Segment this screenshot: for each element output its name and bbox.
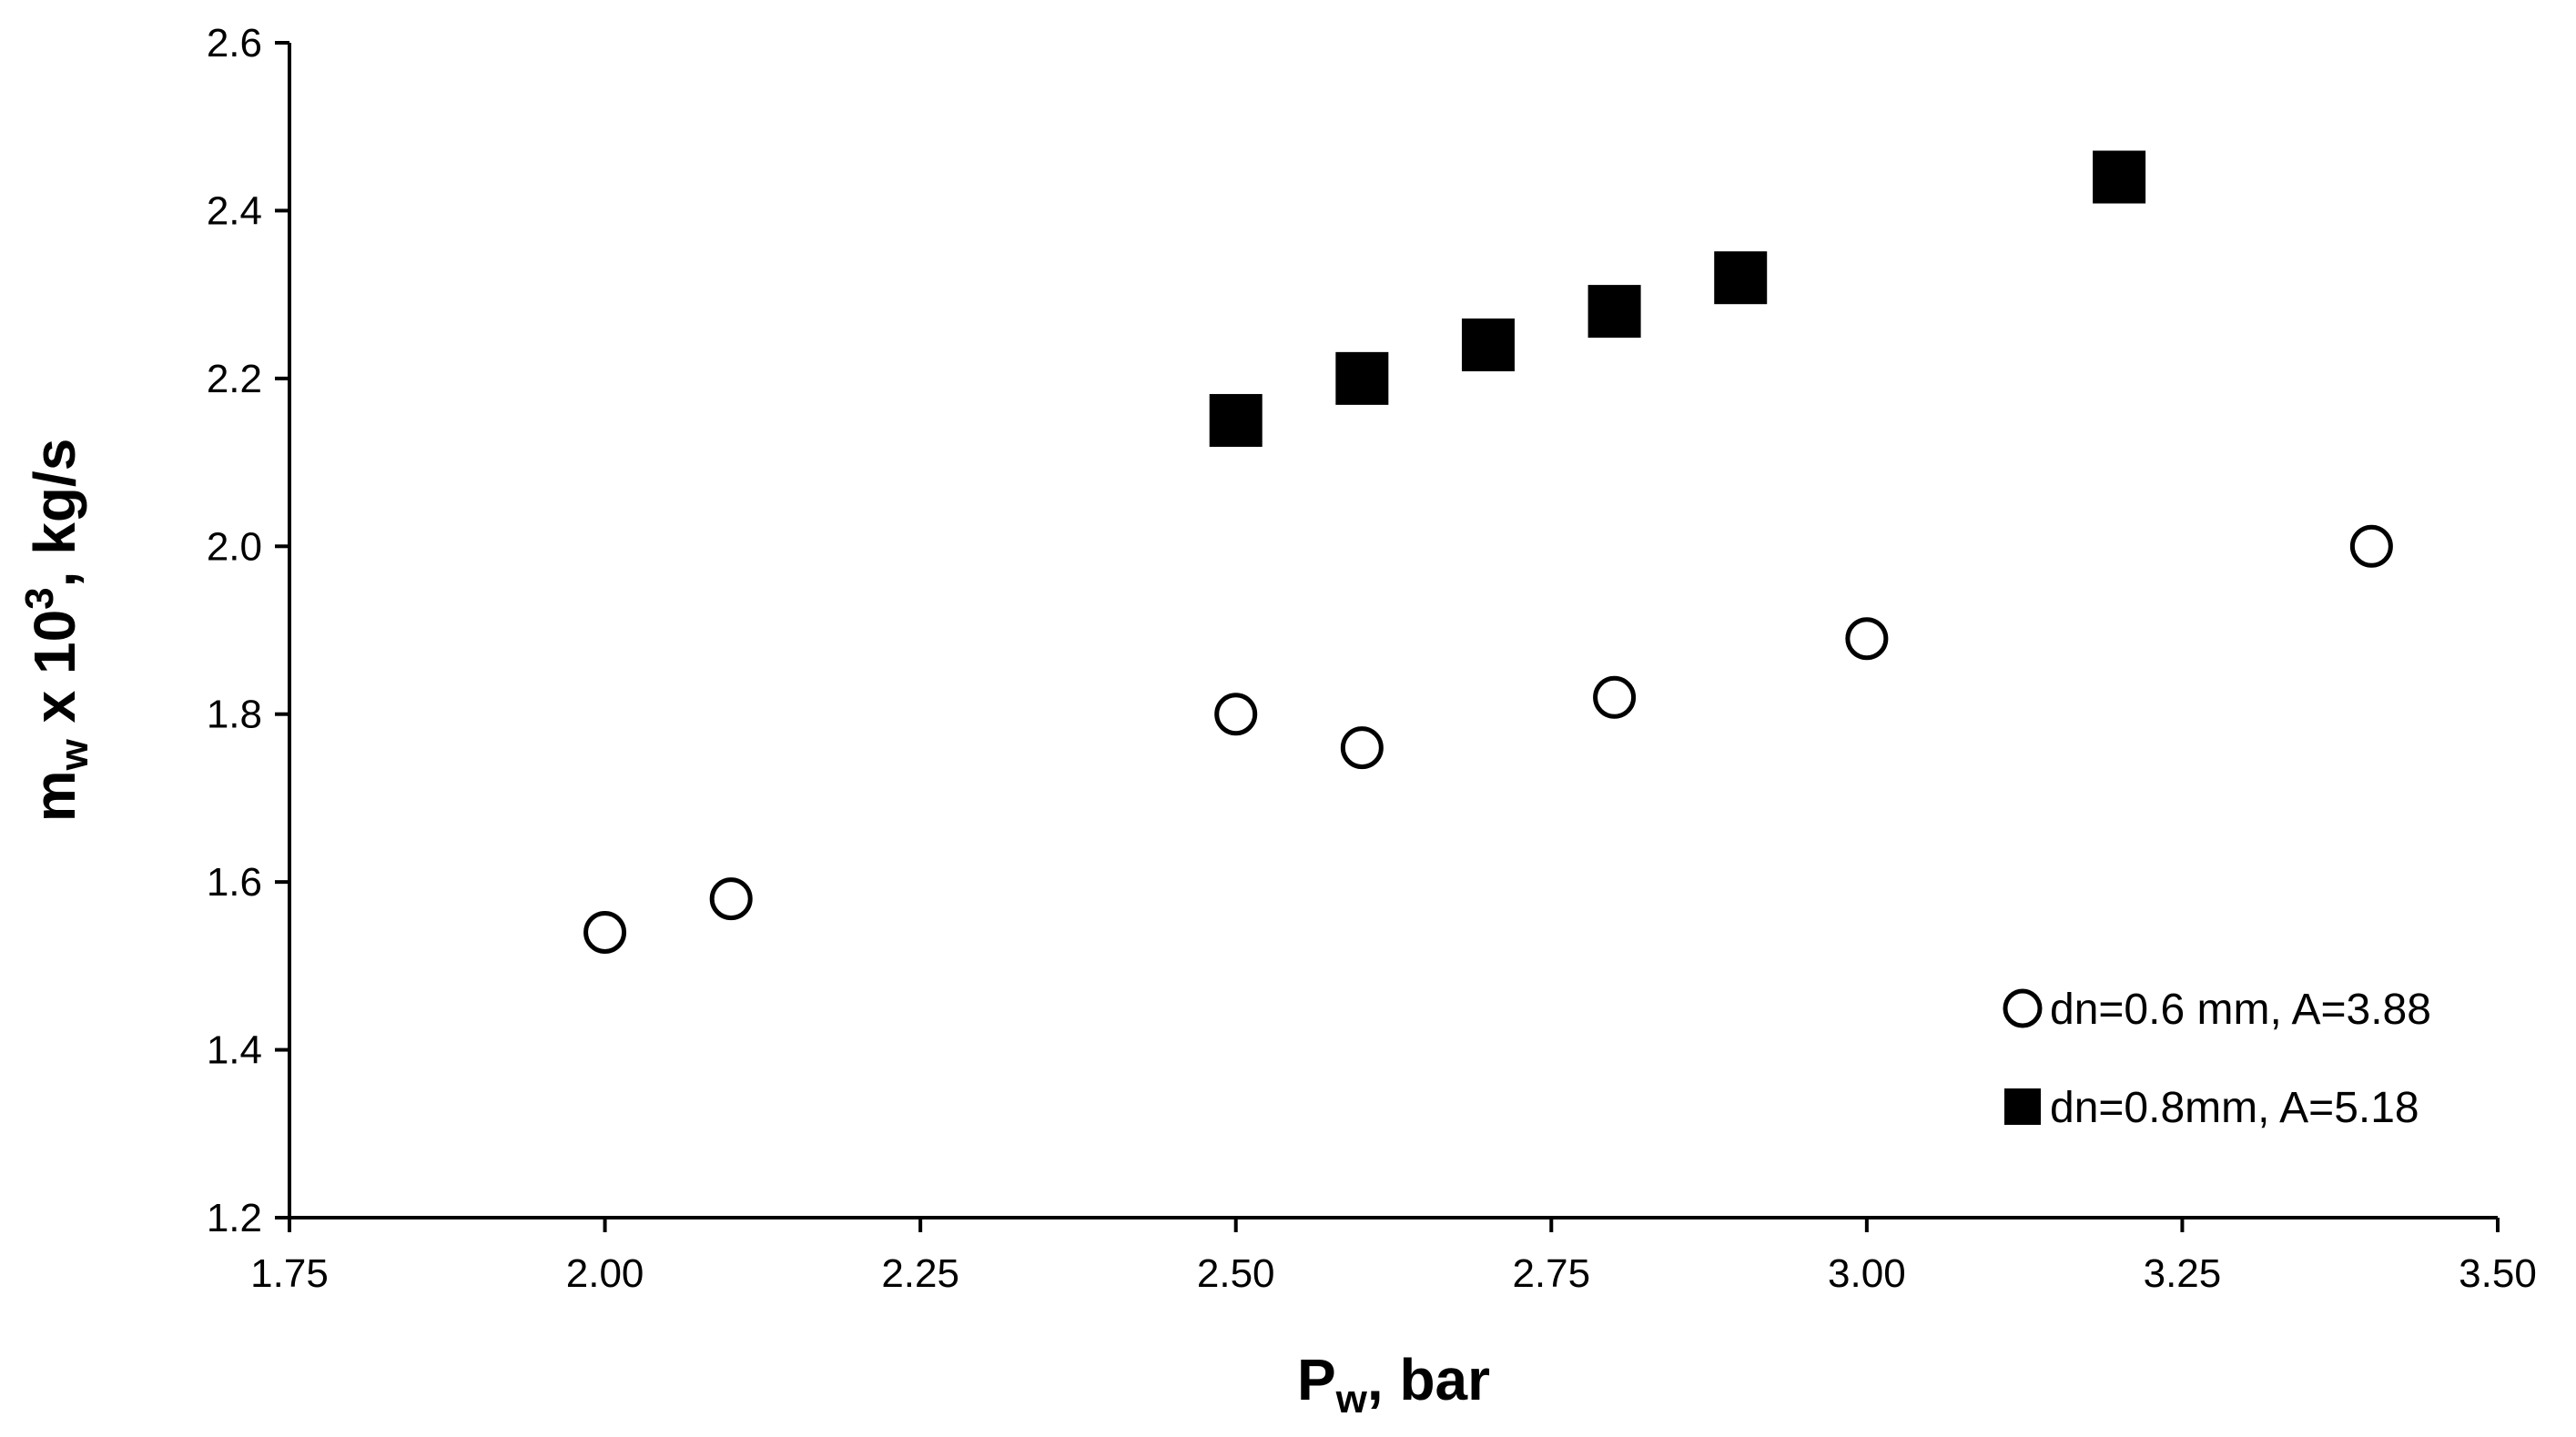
data-point-series-1 xyxy=(1214,693,1258,736)
x-tick-label: 2.50 xyxy=(1197,1251,1275,1296)
data-point-series-2 xyxy=(2093,150,2146,204)
axes xyxy=(288,43,2498,1219)
data-points xyxy=(583,150,2393,954)
data-point-series-1 xyxy=(709,877,753,921)
data-point-series-1 xyxy=(2349,524,2393,568)
y-tick-label: 1.2 xyxy=(207,1196,262,1240)
y-tick-label: 2.2 xyxy=(207,357,262,401)
x-tick-label: 1.75 xyxy=(250,1251,329,1296)
x-axis-title-rest: , bar xyxy=(1367,1347,1490,1412)
y-tick-label: 1.6 xyxy=(207,860,262,905)
x-tick-label: 2.75 xyxy=(1512,1251,1590,1296)
legend-marker-open-circle xyxy=(2003,988,2043,1028)
y-tick-label: 2.6 xyxy=(207,21,262,66)
data-point-series-1 xyxy=(1845,617,1889,661)
y-axis-title-mid: x 10 xyxy=(22,610,87,739)
y-axis-title-main: m xyxy=(22,770,87,822)
data-point-series-2 xyxy=(1587,285,1641,339)
x-axis-title: Pw, bar xyxy=(1297,1347,1490,1422)
x-axis-ticks: 1.75 2.00 2.25 2.50 2.75 3.00 3.25 3.50 xyxy=(250,1218,2537,1296)
data-point-series-1 xyxy=(583,910,627,954)
x-tick-label: 3.00 xyxy=(1828,1251,1906,1296)
y-axis-ticks: 1.2 1.4 1.6 1.8 2.0 2.2 2.4 2.6 xyxy=(207,21,289,1240)
y-tick-label: 2.0 xyxy=(207,524,262,569)
x-tick-label: 2.00 xyxy=(566,1251,644,1296)
x-tick-label: 2.25 xyxy=(881,1251,959,1296)
x-tick-label: 3.25 xyxy=(2144,1251,2222,1296)
y-axis-title-sub: w xyxy=(52,738,96,771)
data-point-series-2 xyxy=(1209,393,1263,447)
data-point-series-2 xyxy=(1461,318,1515,371)
legend-label-series-2: dn=0.8mm, A=5.18 xyxy=(2050,1084,2419,1132)
x-axis-title-sub: w xyxy=(1335,1377,1368,1422)
y-tick-label: 1.4 xyxy=(207,1028,262,1073)
y-axis-title: mw x 103, kg/s xyxy=(17,439,96,823)
data-point-series-2 xyxy=(1714,251,1768,305)
y-axis-title-sup: 3 xyxy=(17,587,62,609)
y-tick-label: 1.8 xyxy=(207,693,262,737)
data-point-series-1 xyxy=(1340,726,1384,770)
x-tick-label: 3.50 xyxy=(2459,1251,2537,1296)
y-axis-title-rest: , kg/s xyxy=(22,439,87,588)
x-axis-title-main: P xyxy=(1297,1347,1336,1412)
legend: dn=0.6 mm, A=3.88 dn=0.8mm, A=5.18 xyxy=(2003,986,2431,1132)
data-point-series-1 xyxy=(1593,675,1637,719)
data-point-series-2 xyxy=(1335,351,1389,405)
legend-marker-filled-square xyxy=(2004,1088,2041,1125)
legend-label-series-1: dn=0.6 mm, A=3.88 xyxy=(2050,986,2431,1034)
y-tick-label: 2.4 xyxy=(207,188,262,233)
